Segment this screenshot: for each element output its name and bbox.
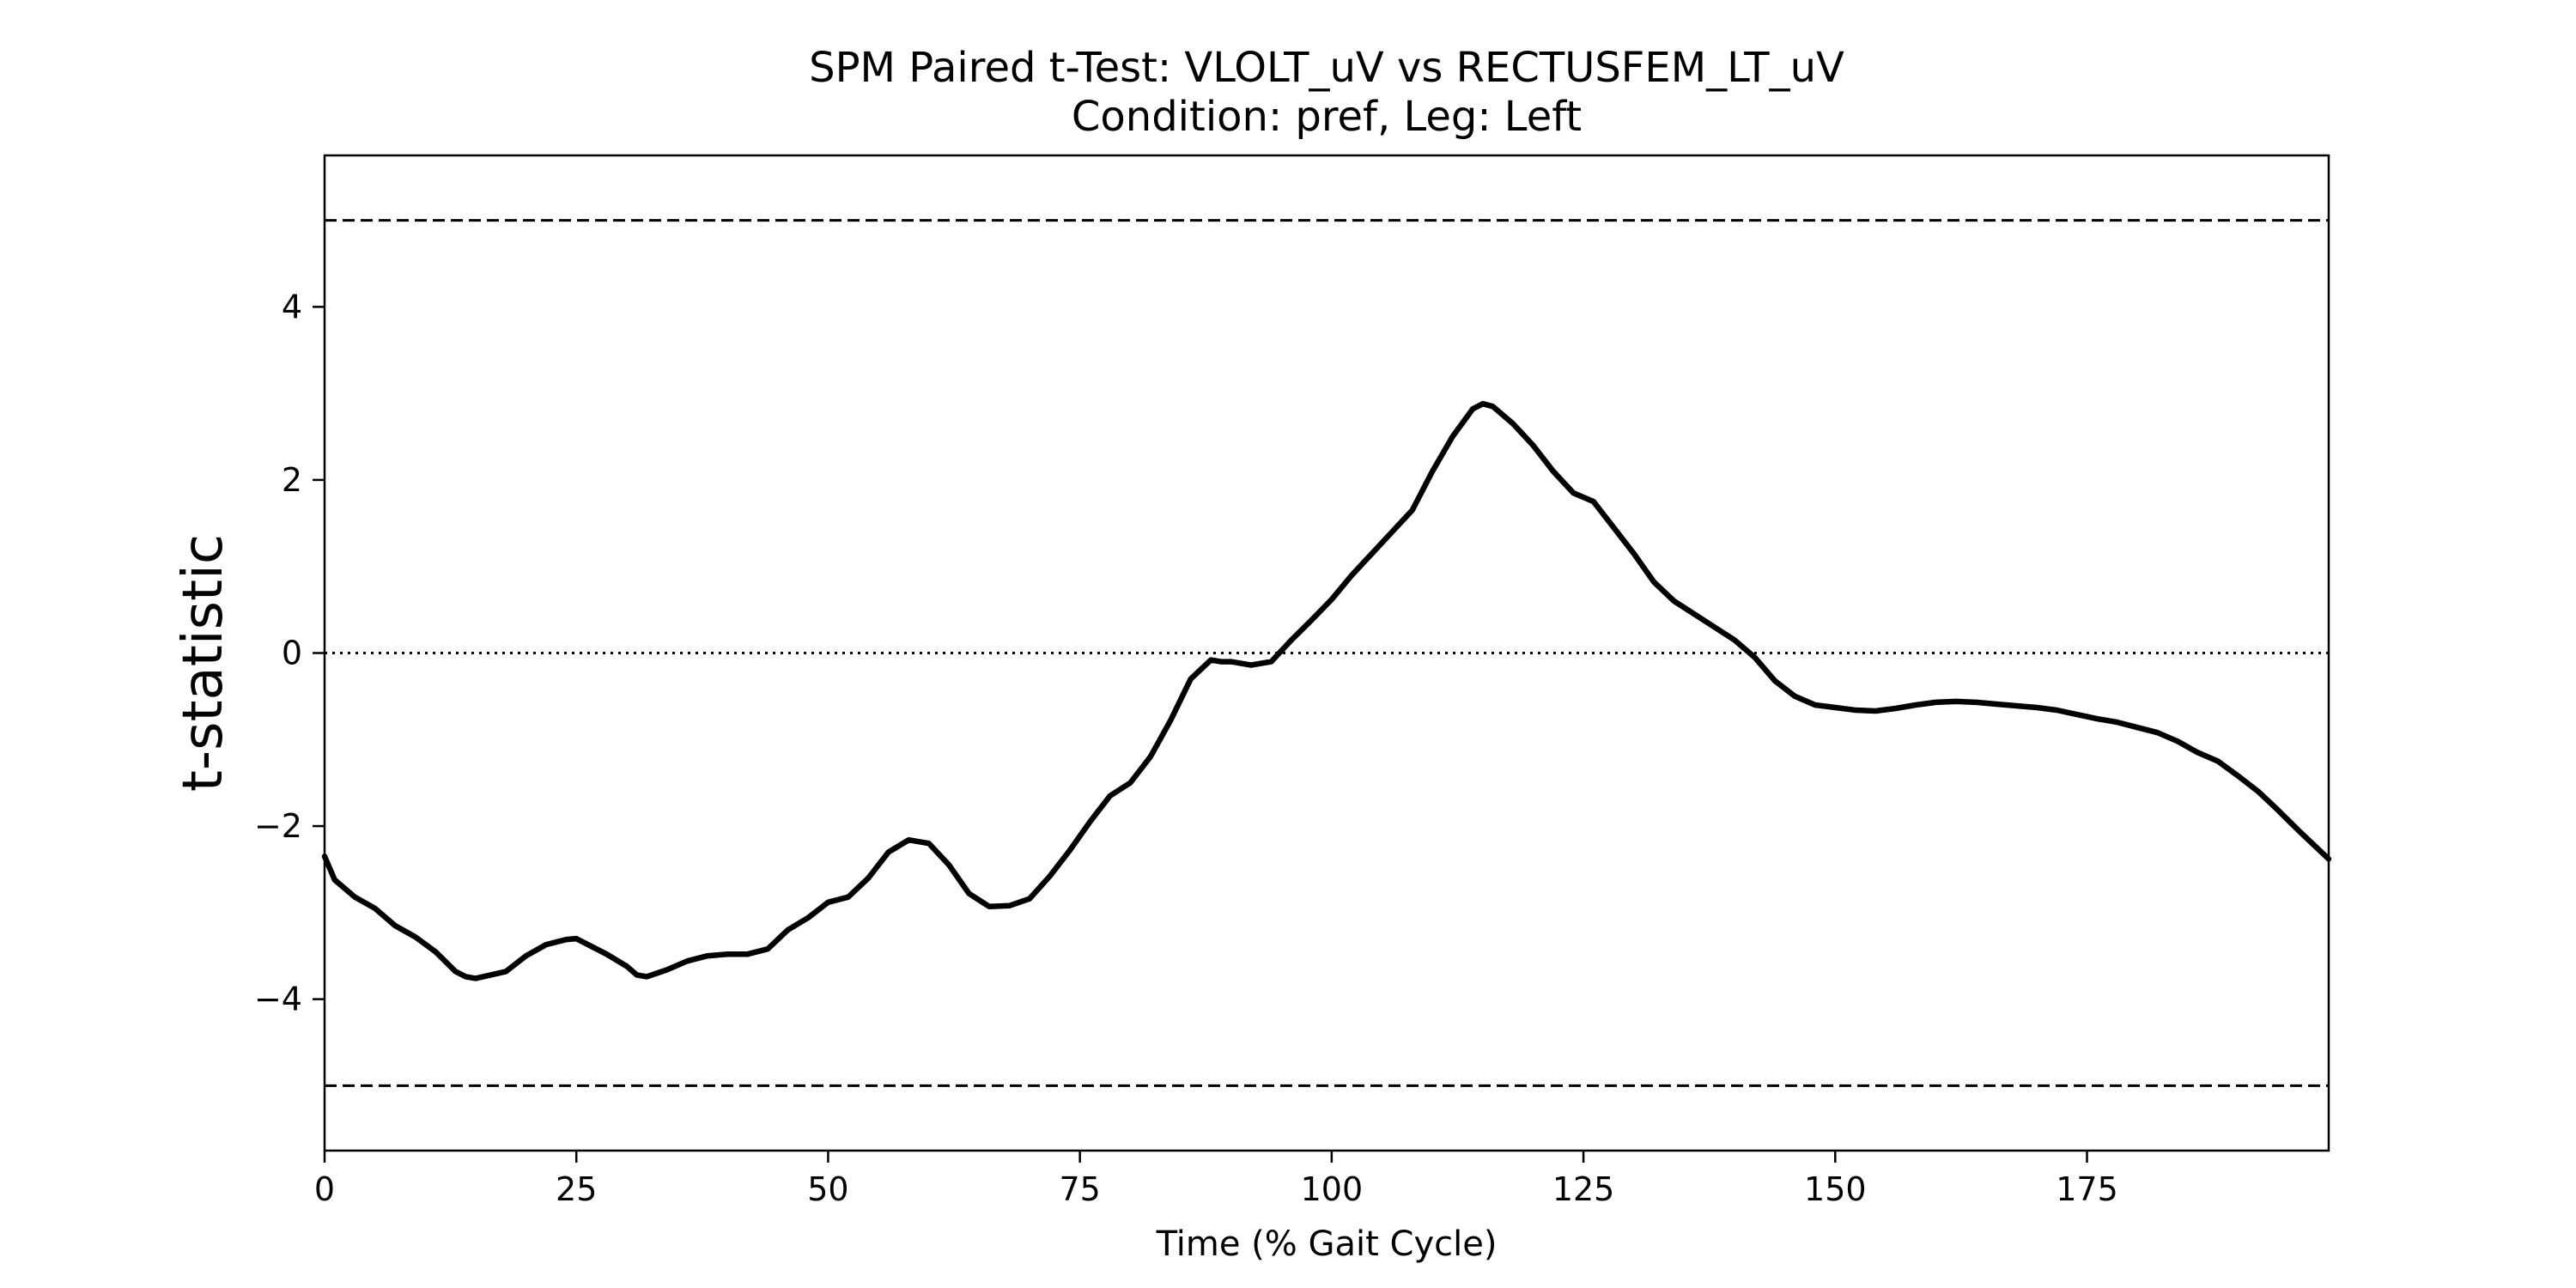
- x-tick-label: 0: [314, 1170, 335, 1208]
- series-line-t-statistic: [321, 400, 2332, 981]
- y-tick-label: −4: [254, 981, 302, 1018]
- y-axis-label: t-statistic: [172, 534, 235, 792]
- x-axis-label: Time (% Gait Cycle): [1156, 1224, 1498, 1264]
- x-tick-label: 125: [1552, 1170, 1615, 1208]
- y-tick-label: 0: [282, 635, 302, 672]
- x-tick-label: 100: [1301, 1170, 1364, 1208]
- x-tick-label: 25: [556, 1170, 597, 1208]
- x-tick-label: 150: [1804, 1170, 1867, 1208]
- y-tick-label: 2: [282, 461, 302, 499]
- y-tick-label: 4: [282, 288, 302, 325]
- x-tick-label: 75: [1059, 1170, 1100, 1208]
- x-tick-label: 50: [807, 1170, 848, 1208]
- chart-subtitle: Condition: pref, Leg: Left: [1072, 93, 1582, 141]
- plot-area: 0 25 50 75 100 125 150 175 −4 −2 0 2 4: [254, 154, 2332, 1208]
- chart-title: SPM Paired t-Test: VLOLT_uV vs RECTUSFEM…: [809, 44, 1844, 92]
- x-tick-label: 175: [2056, 1170, 2118, 1208]
- y-tick-label: −2: [254, 807, 302, 845]
